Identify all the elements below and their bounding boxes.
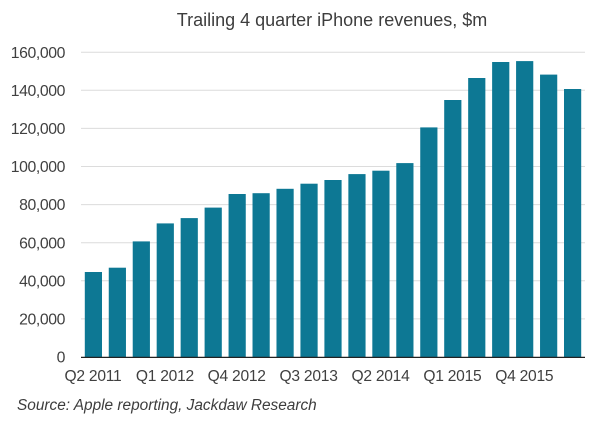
svg-text:Source: Apple reporting, Jackd: Source: Apple reporting, Jackdaw Researc… [17, 397, 317, 414]
svg-text:100,000: 100,000 [11, 159, 66, 176]
svg-text:120,000: 120,000 [11, 121, 66, 138]
svg-text:60,000: 60,000 [19, 235, 66, 252]
svg-text:Q4 2012: Q4 2012 [208, 368, 266, 385]
svg-text:80,000: 80,000 [19, 197, 66, 214]
svg-text:Q3 2013: Q3 2013 [280, 368, 338, 385]
svg-text:160,000: 160,000 [11, 45, 66, 62]
svg-text:Q1 2015: Q1 2015 [423, 368, 482, 385]
svg-text:140,000: 140,000 [11, 83, 66, 100]
svg-text:Q2 2011: Q2 2011 [65, 368, 122, 385]
svg-text:Q4 2015: Q4 2015 [495, 368, 554, 385]
svg-text:Trailing 4 quarter iPhone reve: Trailing 4 quarter iPhone revenues, $m [177, 10, 488, 30]
svg-text:Q1 2012: Q1 2012 [136, 368, 194, 385]
svg-text:20,000: 20,000 [19, 312, 66, 329]
svg-text:40,000: 40,000 [19, 273, 66, 290]
svg-text:0: 0 [57, 350, 66, 367]
svg-text:Q2 2014: Q2 2014 [351, 368, 410, 385]
